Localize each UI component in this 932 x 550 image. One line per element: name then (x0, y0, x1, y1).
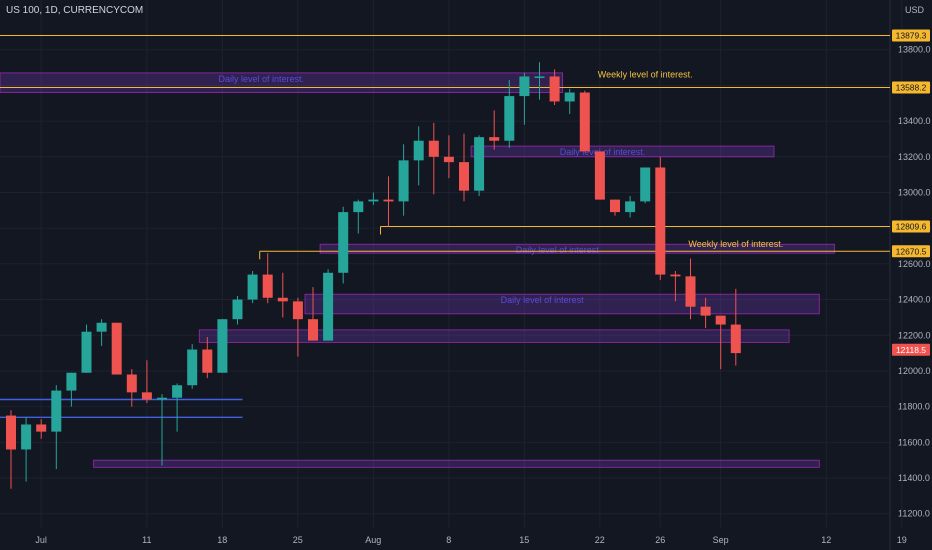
price-badge-label: 13588.2 (896, 82, 927, 92)
y-tick-label: 13000.0 (898, 187, 931, 197)
candle-body[interactable] (534, 76, 545, 78)
candle-body[interactable] (564, 92, 575, 102)
candle-body[interactable] (217, 319, 228, 373)
candle-body[interactable] (519, 76, 530, 97)
candle-body[interactable] (700, 306, 711, 316)
current-price-badge (892, 343, 930, 356)
candle-body[interactable] (398, 160, 409, 202)
y-tick-label: 12000.0 (898, 366, 931, 376)
candle-body[interactable] (202, 349, 213, 373)
x-tick-label: Jul (35, 535, 47, 545)
price-badge (892, 29, 930, 42)
candle-body[interactable] (66, 372, 77, 391)
price-badge-label: 12809.6 (896, 221, 927, 231)
level-zone[interactable] (93, 459, 820, 468)
candle-body[interactable] (730, 324, 741, 354)
candle-body[interactable] (549, 76, 560, 102)
candle-body[interactable] (6, 415, 16, 450)
candle-body[interactable] (36, 424, 47, 432)
candle-body[interactable] (111, 322, 122, 375)
currency-label: USD (904, 5, 924, 15)
y-tick-label: 11800.0 (898, 402, 930, 412)
level-zone[interactable] (198, 329, 790, 343)
x-tick-label: Sep (713, 535, 729, 545)
y-tick-label: 12400.0 (898, 295, 931, 305)
price-badge (892, 220, 930, 233)
candle-body[interactable] (96, 322, 107, 332)
price-badge (892, 245, 930, 258)
y-tick-label: 11400.0 (898, 473, 930, 483)
x-tick-label: 26 (655, 535, 665, 545)
candle-body[interactable] (323, 272, 334, 341)
candle-body[interactable] (232, 299, 243, 320)
candle-body[interactable] (670, 274, 681, 277)
candle-body[interactable] (443, 156, 454, 163)
y-tick-label: 12200.0 (898, 330, 931, 340)
candle-body[interactable] (368, 199, 379, 202)
zone-label: Daily level of interest (501, 295, 585, 305)
weekly-annotation: Weekly level of interest. (688, 239, 783, 249)
x-tick-label: 8 (446, 535, 451, 545)
candle-body[interactable] (413, 140, 424, 161)
zone-label: Daily level of interest. (219, 74, 305, 84)
symbol-title[interactable]: US 100, 1D, CURRENCYCOM (6, 5, 144, 16)
candle-body[interactable] (474, 137, 485, 191)
price-badge-label: 12670.5 (896, 246, 927, 256)
y-tick-label: 13800.0 (898, 45, 931, 55)
candle-body[interactable] (610, 199, 620, 213)
candle-body[interactable] (428, 140, 439, 157)
y-tick-label: 11600.0 (898, 437, 930, 447)
candle-body[interactable] (459, 162, 469, 191)
y-tick-label: 13400.0 (898, 116, 931, 126)
x-tick-label: Aug (365, 535, 381, 545)
candle-body[interactable] (81, 331, 92, 373)
x-tick-label: 11 (142, 535, 151, 545)
candle-body[interactable] (655, 167, 666, 275)
x-tick-label: 22 (595, 535, 605, 545)
candle-body[interactable] (685, 276, 696, 307)
price-badge-label: 13879.3 (896, 31, 927, 41)
x-tick-label: 12 (821, 535, 831, 545)
candle-body[interactable] (383, 199, 394, 202)
x-tick-label: 25 (293, 535, 303, 545)
x-tick-label: 19 (897, 535, 907, 545)
y-tick-label: 11200.0 (898, 509, 930, 519)
candle-body[interactable] (187, 349, 198, 386)
candle-body[interactable] (489, 137, 500, 141)
y-tick-label: 12600.0 (898, 259, 931, 269)
candle-body[interactable] (172, 385, 183, 398)
candle-body[interactable] (141, 392, 152, 400)
candle-body[interactable] (715, 315, 726, 325)
current-price-label: 12118.5 (896, 345, 926, 355)
level-zone[interactable] (470, 145, 775, 158)
candle-body[interactable] (640, 167, 651, 202)
weekly-annotation: Weekly level of interest. (598, 70, 693, 80)
x-tick-label: 15 (519, 535, 529, 545)
candle-body[interactable] (338, 212, 349, 273)
candle-body[interactable] (504, 96, 515, 141)
candle-body[interactable] (126, 374, 137, 393)
candle-body[interactable] (579, 92, 590, 152)
candle-body[interactable] (157, 397, 167, 400)
candle-body[interactable] (292, 301, 303, 320)
candle-body[interactable] (262, 274, 273, 298)
candle-body[interactable] (247, 274, 258, 300)
candle-body[interactable] (594, 151, 605, 200)
price-badge (892, 81, 930, 94)
x-tick-label: 18 (217, 535, 227, 545)
y-tick-label: 13200.0 (898, 152, 931, 162)
candle-body[interactable] (308, 319, 318, 341)
level-zone[interactable] (319, 243, 835, 254)
candle-body[interactable] (51, 390, 62, 432)
candle-body[interactable] (21, 424, 32, 450)
candle-body[interactable] (625, 201, 636, 213)
candle-body[interactable] (353, 201, 364, 213)
zone-label: Daily level of interest (516, 245, 600, 255)
candle-body[interactable] (277, 297, 288, 302)
